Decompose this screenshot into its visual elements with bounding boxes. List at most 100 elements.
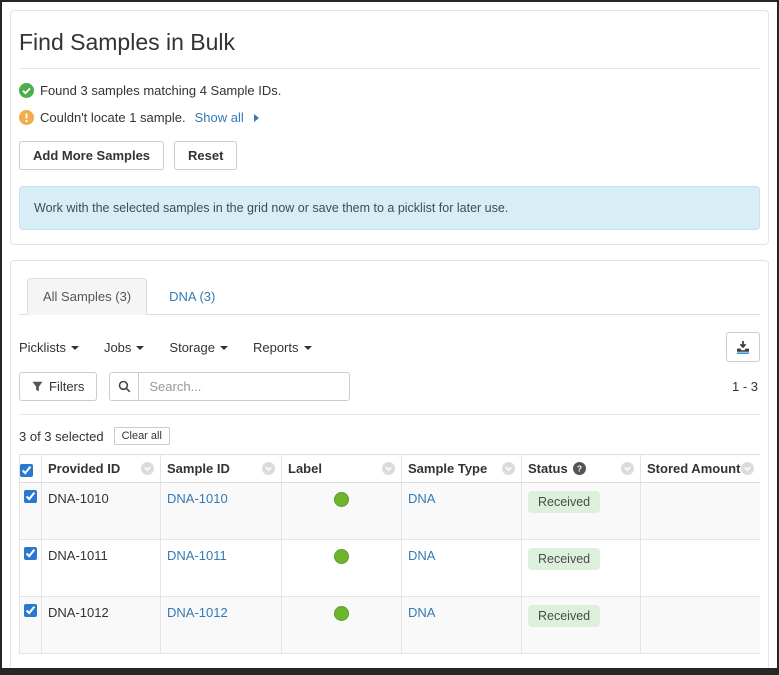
filter-funnel-icon xyxy=(32,381,43,392)
jobs-menu[interactable]: Jobs xyxy=(103,339,145,355)
scroll-left-arrow[interactable] xyxy=(19,670,25,675)
status-cell: Received xyxy=(521,539,641,597)
sample-id-link[interactable]: DNA-1010 xyxy=(167,491,228,506)
stored-amount-cell xyxy=(640,482,760,540)
sample-type-link[interactable]: DNA xyxy=(408,605,436,620)
picklists-menu[interactable]: Picklists xyxy=(19,340,79,355)
select-all-checkbox[interactable] xyxy=(20,464,33,477)
storage-menu-label: Storage xyxy=(169,339,215,355)
add-more-samples-button[interactable]: Add More Samples xyxy=(19,141,165,170)
status-cell: Received xyxy=(521,596,641,654)
caret-down-icon xyxy=(219,346,228,350)
sample-id-link[interactable]: DNA-1012 xyxy=(167,605,228,620)
question-circle-icon: ? xyxy=(572,462,586,475)
column-menu-button[interactable] xyxy=(382,462,395,475)
warning-circle-icon xyxy=(19,110,34,125)
sample-id-cell: DNA-1011 xyxy=(160,539,282,597)
column-header-sample-type[interactable]: Sample Type xyxy=(401,454,522,483)
row-select-cell xyxy=(19,596,42,654)
tab-dna[interactable]: DNA (3) xyxy=(169,289,216,304)
chevron-down-icon xyxy=(741,462,754,475)
search-icon-button[interactable] xyxy=(109,372,140,401)
scrollbar-track[interactable] xyxy=(30,667,749,668)
status-help-icon[interactable]: ? xyxy=(572,462,586,475)
label-color-dot xyxy=(334,549,349,564)
select-all-cell xyxy=(19,454,42,483)
caret-down-icon xyxy=(303,346,312,350)
sample-id-link[interactable]: DNA-1011 xyxy=(167,548,227,563)
sample-type-link[interactable]: DNA xyxy=(408,548,436,563)
column-menu-button[interactable] xyxy=(621,462,634,475)
column-menu-button[interactable] xyxy=(262,462,275,475)
chevron-down-icon xyxy=(621,462,634,475)
info-banner: Work with the selected samples in the gr… xyxy=(19,186,760,230)
jobs-menu-label: Jobs xyxy=(103,339,132,355)
label-color-dot xyxy=(334,492,349,507)
stored-amount-cell xyxy=(640,539,760,597)
warning-message: Couldn't locate 1 sample. Show all xyxy=(19,110,760,125)
scroll-right-arrow[interactable] xyxy=(754,670,760,675)
page-title: Find Samples in Bulk xyxy=(19,29,236,55)
label-cell xyxy=(281,482,402,540)
grid-viewport: Provided ID Sa xyxy=(19,454,760,654)
clear-all-button[interactable]: Clear all xyxy=(113,427,170,445)
stored-amount-cell xyxy=(640,596,760,654)
action-buttons: Add More Samples Reset xyxy=(19,141,760,170)
tab-all-samples[interactable]: All Samples (3) xyxy=(27,278,148,315)
filters-button-label: Filters xyxy=(49,379,85,394)
column-menu-button[interactable] xyxy=(502,462,515,475)
sample-type-link[interactable]: DNA xyxy=(408,491,436,506)
caret-down-icon xyxy=(70,346,79,350)
reports-menu-label: Reports xyxy=(252,339,299,355)
caret-right-icon xyxy=(253,113,259,122)
status-badge: Received xyxy=(528,491,601,513)
filters-button[interactable]: Filters xyxy=(19,372,98,401)
storage-menu[interactable]: Storage xyxy=(169,340,228,355)
row-checkbox[interactable] xyxy=(24,604,37,617)
title-divider xyxy=(19,68,760,69)
row-checkbox[interactable] xyxy=(24,490,37,503)
success-message: Found 3 samples matching 4 Sample IDs. xyxy=(19,83,760,98)
status-badge: Received xyxy=(528,605,601,627)
picklists-menu-label: Picklists xyxy=(19,339,66,355)
column-header-label[interactable]: Label xyxy=(281,454,402,483)
scrollbar-thumb[interactable] xyxy=(31,667,298,668)
export-button[interactable] xyxy=(726,332,760,362)
column-header-status[interactable]: Status ? xyxy=(521,454,641,483)
table-header-row: Provided ID Sa xyxy=(19,454,760,483)
show-all-link[interactable]: Show all xyxy=(194,110,244,125)
grid-toolbar: Filters 1 - 3 xyxy=(19,372,760,401)
pagination-range: 1 - 3 xyxy=(731,379,758,394)
samples-grid-panel: All Samples (3) DNA (3) Picklists Jobs S… xyxy=(10,260,769,675)
find-samples-panel: Find Samples in Bulk Found 3 samples mat… xyxy=(10,10,769,245)
reset-button[interactable]: Reset xyxy=(174,141,238,170)
chevron-down-icon xyxy=(141,462,154,475)
search-input[interactable] xyxy=(138,372,351,401)
row-checkbox[interactable] xyxy=(24,547,37,560)
row-select-cell xyxy=(19,482,42,540)
search-group xyxy=(109,372,351,401)
status-badge: Received xyxy=(528,548,601,570)
chevron-down-icon xyxy=(262,462,275,475)
column-label: Provided ID xyxy=(48,461,121,476)
success-text: Found 3 samples matching 4 Sample IDs. xyxy=(40,83,282,98)
sample-type-cell: DNA xyxy=(401,596,522,654)
column-label: Sample Type xyxy=(408,461,488,476)
column-header-sample-id[interactable]: Sample ID xyxy=(160,454,282,483)
download-icon xyxy=(737,340,749,354)
table-row: DNA-1010 DNA-1010 DNA Received xyxy=(19,482,760,540)
reports-menu[interactable]: Reports xyxy=(253,340,312,355)
samples-table: Provided ID Sa xyxy=(19,454,760,654)
column-menu-button[interactable] xyxy=(141,462,154,475)
column-label: Sample ID xyxy=(167,461,230,476)
column-label: Label xyxy=(288,461,322,476)
sample-id-cell: DNA-1010 xyxy=(160,482,282,540)
search-icon xyxy=(118,380,131,393)
column-header-provided-id[interactable]: Provided ID xyxy=(41,454,161,483)
column-label: Stored Amount xyxy=(647,461,741,476)
chevron-down-icon xyxy=(382,462,395,475)
column-menu-button[interactable] xyxy=(741,462,754,475)
table-row: DNA-1012 DNA-1012 DNA Received xyxy=(19,596,760,654)
column-header-stored-amount[interactable]: Stored Amount xyxy=(640,454,760,483)
